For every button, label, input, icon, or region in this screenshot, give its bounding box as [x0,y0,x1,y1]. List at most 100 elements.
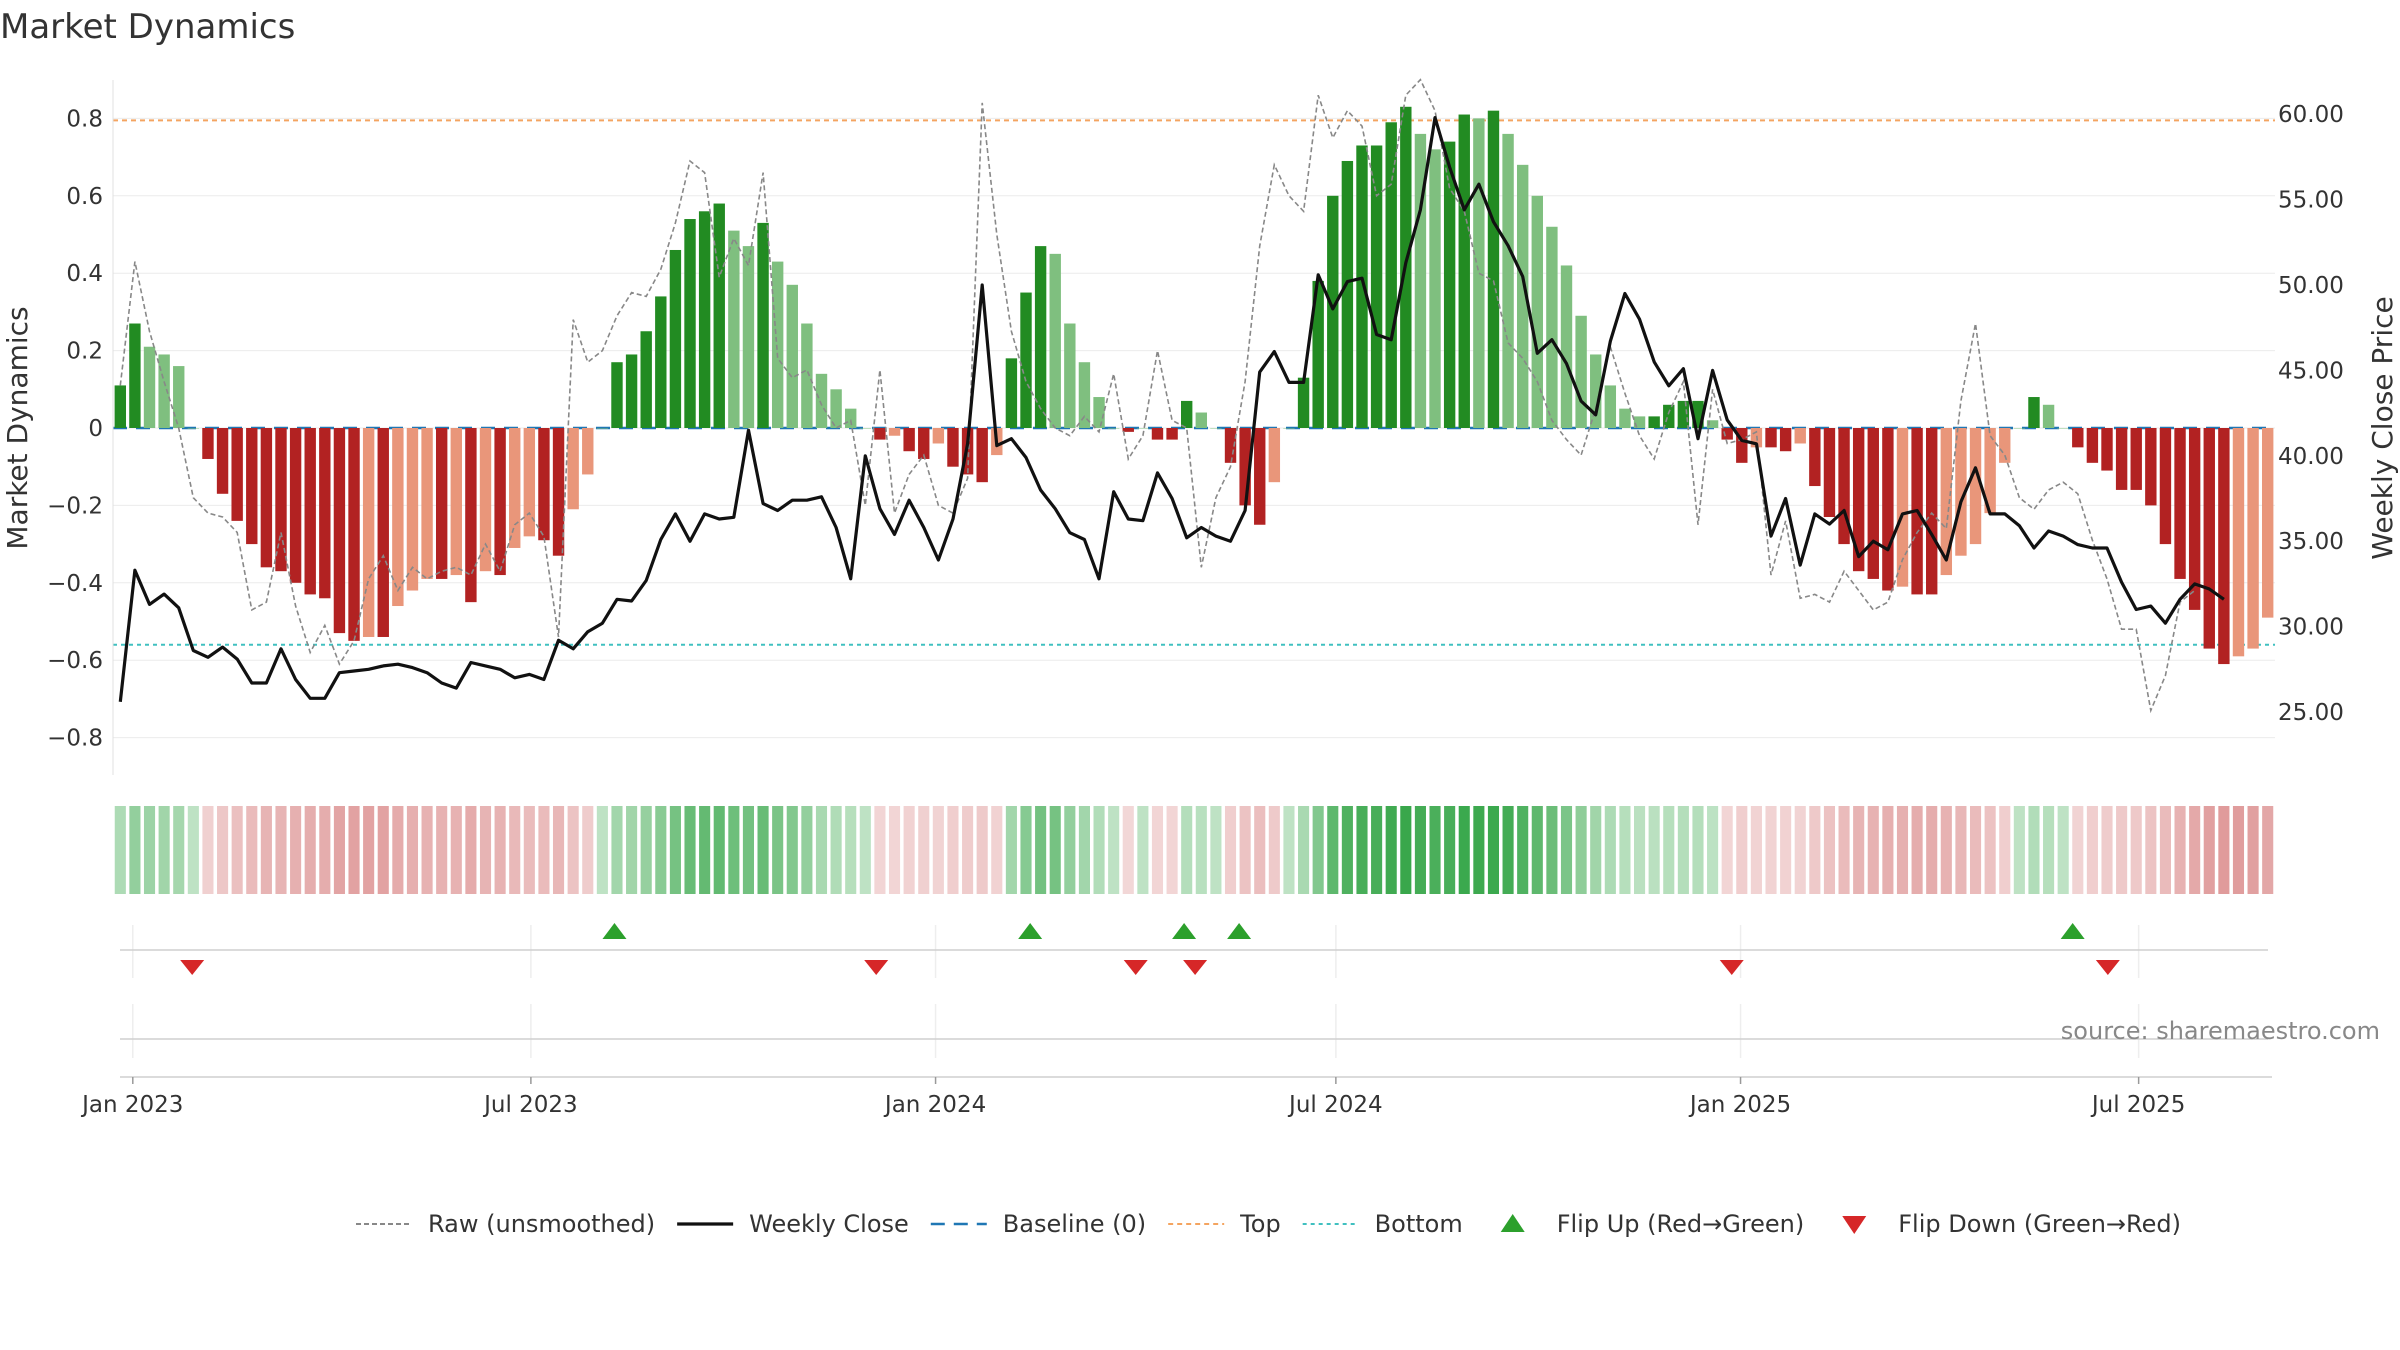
bar [523,428,536,537]
y-axis-label: Market Dynamics [1,306,34,549]
bar [582,428,594,475]
strip-cell [1122,806,1134,894]
strip-cell [1502,806,1514,894]
bar [874,428,886,440]
bar [1867,428,1879,579]
bar [1458,114,1470,428]
bar [2188,428,2201,610]
strip-cell [1721,806,1733,894]
strip-cell [1692,806,1704,894]
bar [1999,428,2011,463]
strip-cell [552,806,565,894]
bar [1633,416,1646,428]
strip-cell [1414,806,1426,894]
bar [1575,315,1587,428]
strip-cell [699,806,711,894]
strip-cell [436,806,448,894]
bar [1692,400,1704,428]
bar [1239,428,1251,506]
bar [2101,428,2113,471]
strip-cell [494,806,506,894]
strip-cell [1093,806,1105,894]
strip-cell [2247,806,2259,894]
strip-cell [2218,806,2230,894]
bar [1516,164,1529,428]
bar [625,354,638,428]
bar [1297,377,1310,428]
bar [1984,428,1996,514]
strip-cell [757,806,769,894]
strip-cell [2028,806,2040,894]
strip-cell [2086,806,2098,894]
bar [1736,428,1748,463]
strip-cell [1444,806,1456,894]
strip-cell [567,806,579,894]
x-tick-label: Jan 2024 [883,1092,986,1118]
bar [1809,428,1821,487]
legend-label: Top [1239,1210,1281,1238]
bar [1502,133,1514,428]
bar [1356,145,1368,429]
bar [246,428,258,545]
bar [1677,400,1690,428]
bar [260,428,273,568]
y-tick-label: −0.8 [47,726,103,752]
strip-cell [1546,806,1558,894]
bar [1093,397,1105,428]
strip-cell [1969,806,1982,894]
bar [1312,280,1324,428]
bar [1049,253,1061,428]
bar [1779,428,1792,452]
strip-cell [202,806,214,894]
strip-cell [129,806,141,894]
bar [1838,428,1850,545]
strip-cell [801,806,813,894]
bar [1020,292,1032,428]
bar [114,385,127,428]
strip-cell [596,806,608,894]
strip-cell [1853,806,1865,894]
strip-cell [786,806,798,894]
strip-cell [1736,806,1748,894]
strip-cell [2043,806,2055,894]
source-note: source: sharemaestro.com [2061,1017,2380,1045]
strip-cell [1298,806,1310,894]
bar [1385,122,1397,429]
bar [2042,404,2055,428]
strip-cell [845,806,857,894]
strip-cell [1604,806,1616,894]
strip-cell [1166,806,1178,894]
legend-label: Flip Up (Red→Green) [1557,1210,1805,1238]
strip-cell [1517,806,1529,894]
chart-title: Market Dynamics [0,7,295,47]
bar [742,246,755,428]
strip-cell [114,806,126,894]
strip-cell [1327,806,1339,894]
bar [567,428,579,510]
strip-cell [1955,806,1967,894]
strip-cell [1049,806,1061,894]
bar [1560,265,1573,428]
strip-cell [1005,806,1017,894]
bar [1765,428,1777,448]
strip-cell [173,806,185,894]
strip-cell [509,806,521,894]
bar [830,389,842,428]
legend-swatch-flip-up [1500,1214,1525,1232]
strip-cell [962,806,974,894]
bar [216,428,229,494]
bar [1078,362,1091,428]
strip-cell [1078,806,1090,894]
strip-cell [246,806,258,894]
flip-markers [120,923,2268,978]
strip-cell [1400,806,1412,894]
strip-cell [1984,806,1996,894]
bar [509,428,521,548]
strip-cell [1575,806,1587,894]
bar [129,323,141,428]
strip-cell [2130,806,2142,894]
bar [1531,195,1543,428]
bar [406,428,419,591]
bar [1604,385,1617,428]
